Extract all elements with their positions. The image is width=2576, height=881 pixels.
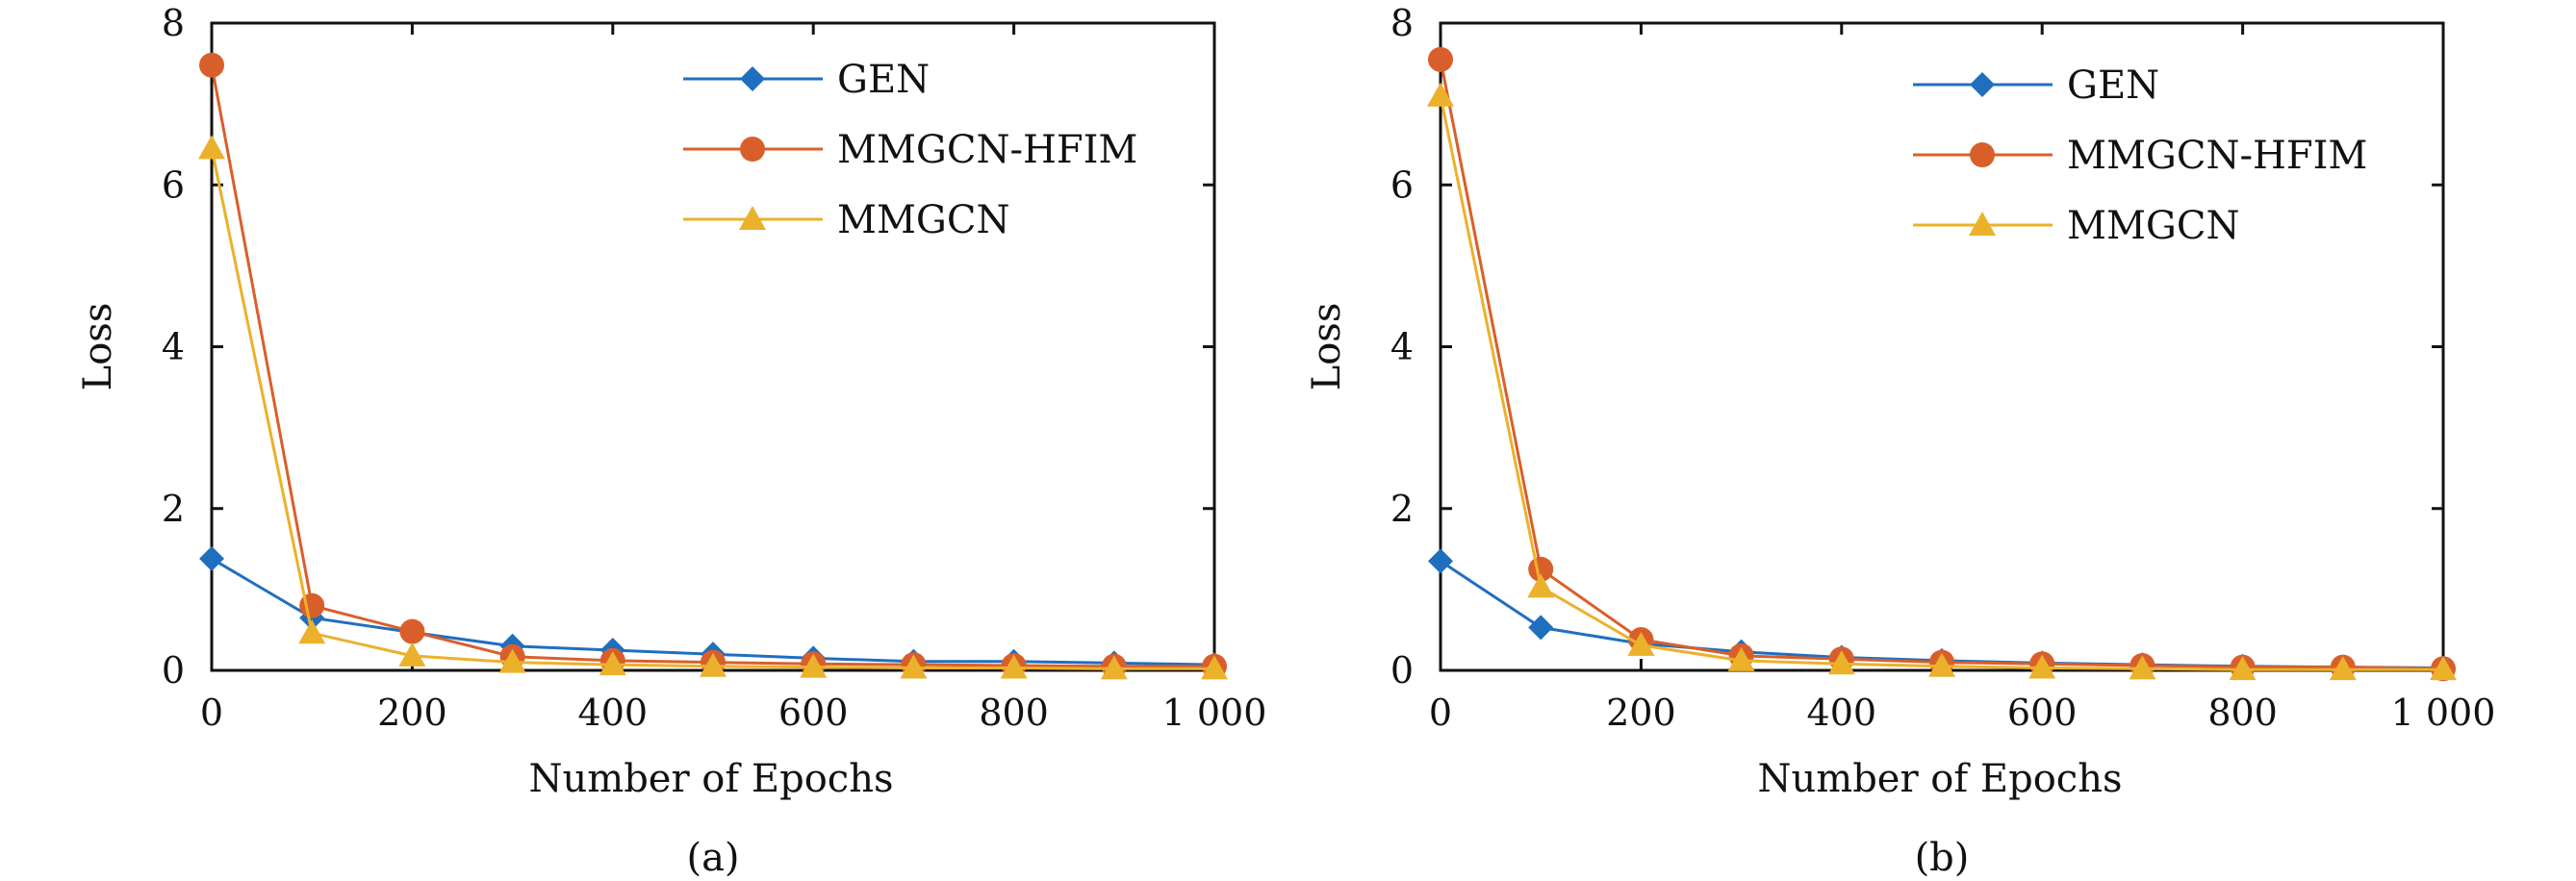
legend-label: MMGCN — [2067, 204, 2239, 248]
data-point-mmgcn — [498, 648, 526, 673]
data-point-mmgcn — [1100, 655, 1128, 680]
y-tick-label: 8 — [1390, 2, 1414, 44]
panel-caption: (b) — [1915, 836, 1970, 880]
data-point-mmgcn — [198, 135, 225, 160]
legend-marker-mmgcn — [1969, 212, 1996, 236]
data-point-mmgcn — [2129, 655, 2156, 680]
x-tick-label: 600 — [778, 692, 849, 734]
legend-marker-mmgcn-hfim — [1970, 142, 1995, 167]
legend: GEN MMGCN-HFIM MMGCN — [683, 58, 1137, 242]
x-tick-label: 1 000 — [2391, 692, 2496, 734]
x-tick-label: 0 — [200, 692, 223, 734]
data-point-mmgcn — [900, 654, 928, 679]
plot-frame — [1439, 21, 2445, 672]
y-tick-label: 0 — [162, 649, 185, 692]
data-point-mmgcn — [700, 652, 727, 677]
x-axis-label: Number of Epochs — [529, 757, 894, 801]
panel-caption: (a) — [686, 836, 739, 880]
data-point-mmgcn — [1627, 631, 1655, 656]
y-tick-label: 4 — [162, 326, 185, 368]
legend-label: GEN — [2067, 63, 2159, 108]
data-point-mmgcn — [800, 653, 828, 678]
data-point-mmgcn — [1928, 652, 1955, 677]
y-tick-label: 2 — [162, 488, 185, 530]
legend-label: MMGCN-HFIM — [2067, 134, 2367, 178]
series-line-mmgcn — [210, 148, 1214, 670]
y-tick-label: 8 — [162, 2, 185, 44]
x-tick-label: 200 — [377, 692, 447, 734]
legend-marker-gen — [1970, 72, 1995, 97]
data-point-mmgcn — [398, 642, 426, 667]
y-axis-label: Loss — [76, 303, 120, 391]
data-point-gen — [1528, 615, 1554, 641]
x-tick-label: 0 — [1429, 692, 1452, 734]
data-point-mmgcn — [298, 619, 326, 644]
x-tick-label: 600 — [2007, 692, 2078, 734]
data-point-mmgcn — [2329, 656, 2357, 681]
data-point-mmgcn-hfim — [1428, 46, 1453, 72]
legend-label: GEN — [837, 58, 930, 102]
data-point-mmgcn — [1427, 82, 1454, 107]
plot-frame — [210, 21, 1216, 672]
data-point-mmgcn — [599, 651, 626, 676]
legend-marker-gen — [740, 66, 765, 91]
x-tick-label: 800 — [979, 692, 1049, 734]
data-point-mmgcn-hfim — [199, 52, 224, 78]
y-axis-label: Loss — [1305, 303, 1349, 391]
y-tick-label: 6 — [162, 164, 185, 206]
y-tick-label: 4 — [1390, 326, 1414, 368]
chart-panel-a: 0 200 400 600 800 1 000 0 2 4 6 8 Number of Epochs L… — [76, 2, 1266, 880]
data-point-mmgcn — [1727, 646, 1755, 671]
x-tick-label: 400 — [578, 692, 649, 734]
x-tick-label: 1 000 — [1162, 692, 1267, 734]
legend: GEN MMGCN-HFIM MMGCN — [1913, 63, 2367, 248]
y-tick-label: 2 — [1390, 488, 1414, 530]
data-point-mmgcn — [2430, 656, 2457, 681]
x-tick-label: 200 — [1606, 692, 1676, 734]
x-axis-label: Number of Epochs — [1758, 757, 2123, 801]
series-line-mmgcn — [1439, 95, 2443, 671]
y-tick-label: 0 — [1390, 649, 1414, 692]
data-point-gen — [1428, 548, 1453, 574]
chart-panel-b: 0 200 400 600 800 1 000 0 2 4 6 8 Number of Epochs L… — [1305, 2, 2495, 880]
legend-marker-mmgcn-hfim — [740, 137, 765, 162]
y-tick-label: 6 — [1390, 164, 1414, 206]
x-tick-label: 400 — [1807, 692, 1877, 734]
x-tick-label: 800 — [2207, 692, 2278, 734]
legend-label: MMGCN-HFIM — [837, 128, 1137, 172]
data-point-mmgcn — [1527, 573, 1555, 598]
data-point-gen — [199, 545, 224, 571]
data-point-mmgcn — [1827, 650, 1855, 675]
data-point-mmgcn — [1201, 655, 1228, 680]
data-point-mmgcn — [2229, 656, 2257, 681]
legend-label: MMGCN — [837, 198, 1009, 242]
data-point-mmgcn — [1000, 654, 1028, 679]
data-point-mmgcn — [2028, 654, 2056, 679]
legend-marker-mmgcn — [739, 206, 766, 230]
data-point-mmgcn-hfim — [399, 618, 425, 644]
